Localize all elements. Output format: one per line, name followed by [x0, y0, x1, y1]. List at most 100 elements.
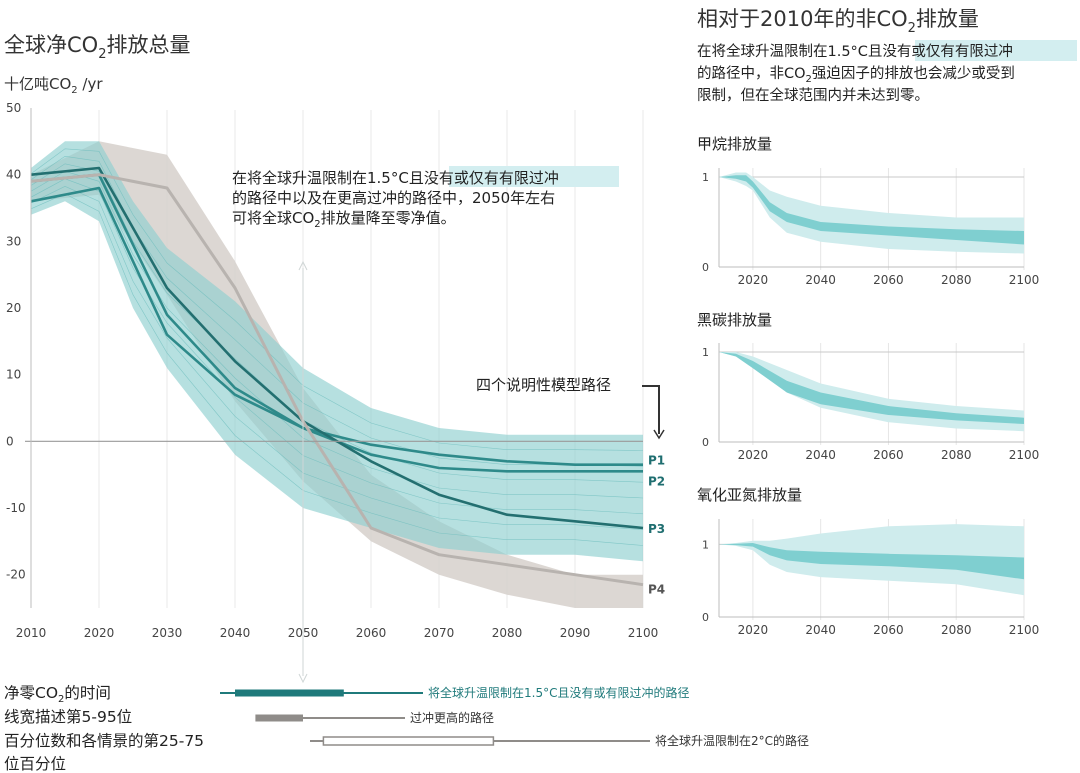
right-desc-line-3: 限制，但在全球范围内并未达到零。 [697, 86, 929, 104]
methane-x-tick-label: 2020 [738, 273, 769, 287]
right-desc-highlight [915, 40, 1077, 61]
main-axes: 2010 2020 2030 2040 2050 2060 2070 2080 2090 2100… [6, 101, 659, 684]
nitrous-oxide-x-tick-label: 2060 [873, 623, 904, 637]
series-line-p1 [30, 186, 643, 467]
right-title-sub: 2 [908, 21, 916, 36]
right-desc-line-2: 的路径中，非CO2强迫因子的排放也会减少或受到 [697, 65, 1015, 85]
methane-x-tick-label: 2040 [805, 273, 836, 287]
nitrous-oxide-title: 氧化亚氮排放量 [697, 486, 802, 504]
range-band-overshoot-range [31, 141, 643, 609]
legend-range-box-1 [255, 714, 303, 722]
x-tick-label: 2010 [16, 626, 47, 640]
y-tick-label: 40 [6, 168, 21, 182]
main-chart-title: 全球净CO2排放总量 [4, 33, 190, 62]
right-desc-line-2-prefix: 的路径中，非CO [697, 65, 806, 82]
nitrous-oxide-x-tick-label: 2100 [1009, 623, 1040, 637]
methane-title: 甲烷排放量 [697, 135, 772, 153]
legend-line-1: 净零CO2的时间 [4, 684, 111, 705]
annotation-line-1-plain: 在将全球升温限制在1.5°C且 [232, 169, 424, 187]
ylabel-prefix: 十亿吨CO [4, 75, 71, 93]
y-tick-label: 20 [6, 301, 21, 315]
y-tick-label: 50 [6, 101, 21, 115]
legend-line-2: 线宽描述第5-95位 [4, 708, 132, 726]
annotation-line-1-highlight: 没有或仅有有限过冲 [424, 169, 559, 187]
nitrous-oxide-y-tick-label: 1 [702, 538, 709, 551]
pathways-label: 四个说明性模型路径 [476, 376, 611, 394]
methane-y-tick-label: 1 [702, 171, 709, 184]
legend-item-label-0: 将全球升温限制在1.5°C且没有或有限过冲的路径 [428, 685, 689, 700]
black-carbon-y-tick-label: 0 [702, 436, 709, 449]
legend-item-label-1: 过冲更高的路径 [410, 710, 494, 725]
black-carbon-x-tick-label: 2020 [738, 448, 769, 462]
black-carbon-x-tick-label: 2100 [1009, 448, 1040, 462]
y-tick-label: 10 [6, 368, 21, 382]
black-carbon-outer-band [719, 352, 1024, 432]
x-tick-label: 2090 [560, 626, 591, 640]
x-tick-label: 2040 [220, 626, 251, 640]
right-desc-line-1: 在将全球升温限制在1.5°C且没有或仅有有限过冲 [697, 42, 1013, 60]
y-tick-label: -10 [6, 501, 26, 515]
small-charts: 甲烷排放量 2020 2040 2060 2080 2100 1 0 黑碳排放量 2020 2040… [697, 135, 1039, 637]
nitrous-oxide-x-tick-label: 2080 [941, 623, 972, 637]
nitrous-oxide-y-tick-label: 0 [702, 611, 709, 624]
main-title-suffix: 排放总量 [106, 33, 190, 57]
y-tick-label: 0 [6, 434, 14, 448]
legend-line-1-prefix: 净零CO [4, 684, 58, 702]
legend-line-4: 位百分位 [4, 755, 66, 773]
right-title-prefix: 相对于2010年的非CO [697, 7, 908, 31]
series-label-p3: P3 [648, 522, 665, 536]
ylabel-suffix: /yr [78, 75, 104, 93]
series-label-p4: P4 [648, 583, 665, 597]
y-tick-label: -20 [6, 568, 26, 582]
x-tick-label: 2100 [628, 626, 659, 640]
x-tick-label: 2070 [424, 626, 455, 640]
x-tick-label: 2030 [152, 626, 183, 640]
main-title-prefix: 全球净CO [4, 33, 98, 57]
methane-x-tick-label: 2080 [941, 273, 972, 287]
legend-item-label-2: 将全球升温限制在2°C的路径 [655, 733, 809, 748]
y-tick-label: 30 [6, 234, 21, 248]
right-panel-title: 相对于2010年的非CO2排放量 [697, 7, 979, 36]
pathways-arrow-icon [642, 385, 660, 434]
right-desc-line-1-highlight: 没有或仅有有限过冲 [882, 43, 1013, 60]
annotation-highlight [449, 166, 619, 187]
black-carbon-y-tick-label: 1 [702, 346, 709, 359]
legend-line-1-suffix: 的时间 [64, 684, 111, 702]
main-title-sub: 2 [98, 47, 106, 62]
y-axis-label: 十亿吨CO2 /yr [4, 75, 103, 96]
series-label-p1: P1 [648, 454, 665, 468]
nitrous-oxide-x-tick-label: 2020 [738, 623, 769, 637]
black-carbon-x-tick-label: 2040 [805, 448, 836, 462]
scenario-texture-line [30, 185, 644, 530]
legend-line-3: 百分位数和各情景的第25-75 [4, 732, 204, 750]
annotation-line-3-sub: 2 [314, 219, 320, 230]
black-carbon-title: 黑碳排放量 [697, 311, 772, 329]
scenario-texture-line [30, 155, 644, 467]
x-tick-label: 2080 [492, 626, 523, 640]
legend-range-box-2 [322, 736, 495, 746]
black-carbon-inner-band [719, 352, 1024, 424]
pathways-arrowhead-icon [653, 429, 665, 440]
methane-y-tick-label: 0 [702, 261, 709, 274]
nitrous-oxide-inner-band [719, 543, 1024, 580]
annotation-line-2: 的路径中以及在更高过冲的路径中，2050年左右 [232, 189, 555, 207]
legend-bars: 将全球升温限制在1.5°C且没有或有限过冲的路径过冲更高的路径将全球升温限制在2… [220, 685, 809, 748]
methane-x-tick-label: 2060 [873, 273, 904, 287]
annotation-line-1: 在将全球升温限制在1.5°C且没有或仅有有限过冲 [232, 169, 559, 187]
legend-range-box-0 [235, 689, 344, 697]
range-band-1.5c-range [31, 141, 643, 562]
right-desc-line-2-sub: 2 [806, 74, 812, 85]
annotation-line-3-suffix: 排放量降至零净值。 [321, 209, 456, 227]
annotation-line-3-prefix: 可将全球CO [232, 209, 314, 227]
black-carbon-x-tick-label: 2060 [873, 448, 904, 462]
annotation-line-3: 可将全球CO2排放量降至零净值。 [232, 209, 456, 230]
methane-inner-band [719, 175, 1024, 245]
series-label-p2: P2 [648, 474, 665, 488]
right-title-suffix: 排放量 [916, 7, 979, 31]
methane-x-tick-label: 2100 [1009, 273, 1040, 287]
reference-up-arrow-icon [298, 260, 308, 271]
scenario-texture-line [30, 193, 644, 546]
nitrous-oxide-x-tick-label: 2040 [805, 623, 836, 637]
x-tick-label: 2020 [84, 626, 115, 640]
